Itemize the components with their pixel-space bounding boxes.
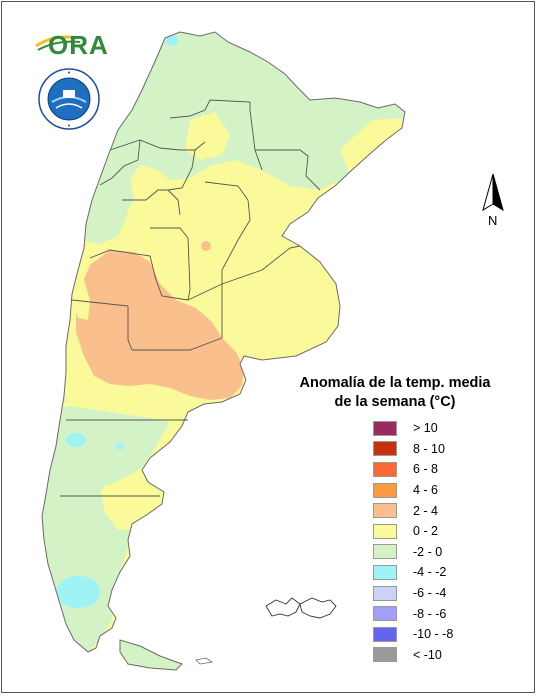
legend-label: > 10 (413, 421, 438, 436)
legend-item: -4 - -2 (373, 562, 453, 583)
legend-label: 2 - 4 (413, 503, 439, 518)
legend-swatch (373, 482, 397, 498)
legend-item: 4 - 6 (373, 480, 453, 501)
legend-label: -10 - -8 (413, 627, 454, 642)
legend-swatch (373, 647, 397, 663)
legend-label: -2 - 0 (413, 544, 443, 559)
legend-swatch (373, 606, 397, 622)
ora-logo-text: ORA (48, 30, 109, 60)
legend-swatch (373, 523, 397, 539)
north-label: N (488, 213, 498, 228)
legend-swatch (373, 626, 397, 642)
legend-item: -6 - -4 (373, 583, 453, 604)
legend-swatch (373, 564, 397, 580)
smn-seal-logo (38, 68, 100, 130)
legend-item: 6 - 8 (373, 459, 453, 480)
legend-item: 2 - 4 (373, 500, 453, 521)
legend-label: 6 - 8 (413, 462, 439, 477)
legend-item: -10 - -8 (373, 624, 453, 645)
legend-swatch (373, 544, 397, 560)
legend-item: 0 - 2 (373, 521, 453, 542)
legend-label: 4 - 6 (413, 483, 439, 498)
legend-title: Anomalía de la temp. media de la semana … (290, 374, 500, 412)
legend-label: -8 - -6 (413, 606, 447, 621)
north-arrow-icon (482, 173, 504, 212)
legend-label: -6 - -4 (413, 586, 447, 601)
legend-item: 8 - 10 (373, 439, 453, 460)
legend-item: > 10 (373, 418, 453, 439)
legend-title-line1: Anomalía de la temp. media (299, 375, 491, 391)
legend-title-line2: de la semana (°C) (334, 394, 456, 410)
legend-label: 0 - 2 (413, 524, 439, 539)
legend-label: < -10 (413, 647, 442, 662)
legend: > 10 8 - 10 6 - 8 4 - 6 2 - 4 0 - 2 -2 -… (373, 418, 453, 665)
legend-item: < -10 (373, 645, 453, 666)
legend-item: -8 - -6 (373, 603, 453, 624)
legend-swatch (373, 585, 397, 601)
legend-swatch (373, 503, 397, 519)
legend-swatch (373, 461, 397, 477)
legend-label: -4 - -2 (413, 565, 447, 580)
legend-swatch (373, 441, 397, 457)
legend-item: -2 - 0 (373, 542, 453, 563)
legend-swatch (373, 420, 397, 436)
ora-logo (35, 35, 81, 51)
legend-label: 8 - 10 (413, 441, 445, 456)
